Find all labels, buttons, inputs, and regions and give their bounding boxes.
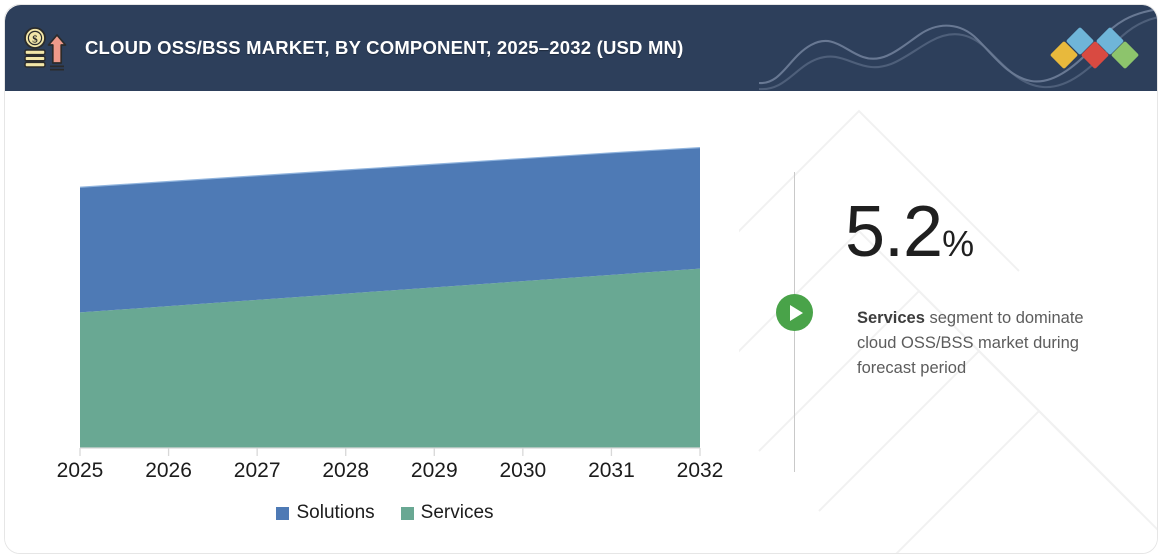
header-bar: $ CLOUD OSS/BSS MARKET, BY COMPONENT, 20… — [5, 5, 1157, 91]
x-axis-label: 2028 — [322, 459, 370, 482]
series-services-area — [80, 268, 700, 448]
x-axis-ticks — [79, 448, 701, 456]
stat-description: Services segment to dominate cloud OSS/B… — [857, 306, 1122, 381]
x-axis-label: 2032 — [676, 459, 724, 482]
x-axis-label: 2026 — [145, 459, 192, 482]
play-triangle — [790, 304, 803, 321]
infographic-card: $ CLOUD OSS/BSS MARKET, BY COMPONENT, 20… — [4, 4, 1158, 554]
legend-item[interactable]: Solutions — [276, 502, 375, 524]
series-solutions-area — [80, 147, 700, 313]
stat-description-rest: segment to dominate cloud OSS/BSS market… — [857, 309, 1084, 377]
legend-label: Services — [420, 502, 494, 523]
legend-label: Solutions — [296, 502, 375, 523]
x-axis-label: 2025 — [56, 459, 104, 482]
x-axis-labels: 2025 2026 2027 2028 2029 2030 2031 2032 — [5, 91, 765, 553]
legend-swatch-icon — [400, 506, 414, 520]
area-chart-svg — [79, 146, 701, 456]
stat-value: 5.2 — [845, 192, 943, 272]
key-stat: 5.2% — [845, 196, 1145, 268]
play-circle-icon[interactable] — [776, 294, 813, 331]
content-area: 2025 2026 2027 2028 2029 2030 2031 2032 Solutio… — [5, 91, 1157, 553]
x-axis-label: 2029 — [410, 459, 458, 482]
stat-unit: % — [942, 223, 975, 264]
money-growth-icon: $ — [24, 27, 67, 71]
x-axis-label: 2027 — [233, 459, 281, 482]
legend-swatch-icon — [276, 506, 290, 520]
diamond-logo-icon — [1050, 27, 1139, 69]
stat-description-highlight: Services — [857, 309, 925, 327]
area-chart: 2025 2026 2027 2028 2029 2030 2031 2032 Solutio… — [5, 91, 765, 553]
page-title: CLOUD OSS/BSS MARKET, BY COMPONENT, 2025… — [85, 37, 684, 58]
chart-legend: Solutions Services — [5, 502, 765, 524]
x-axis-label: 2030 — [499, 459, 547, 482]
svg-text:$: $ — [32, 34, 38, 46]
legend-item[interactable]: Services — [400, 502, 494, 524]
x-axis-label: 2031 — [588, 459, 635, 482]
